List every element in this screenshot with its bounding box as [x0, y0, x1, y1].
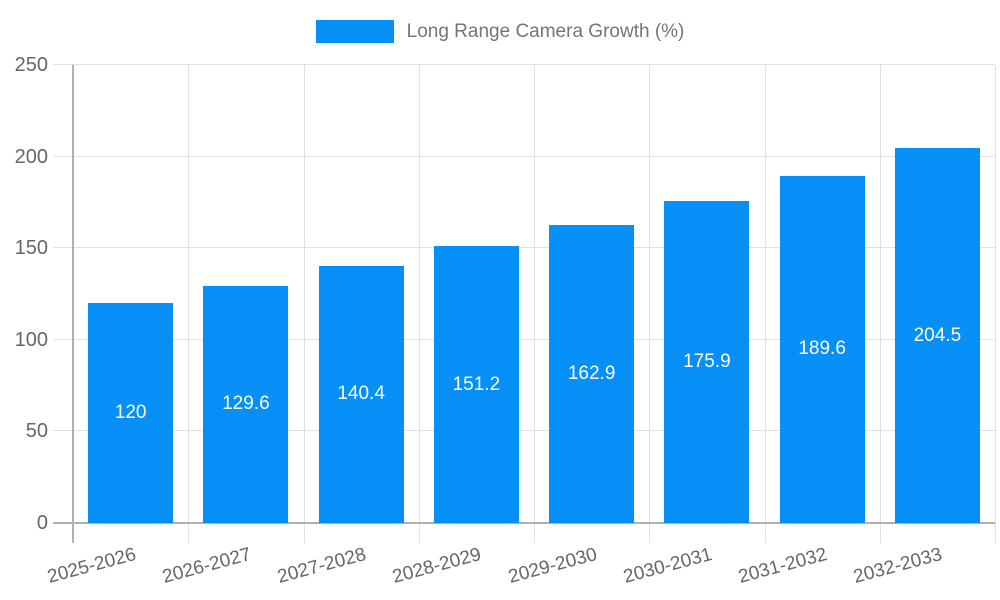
- bar[interactable]: [894, 148, 980, 523]
- y-axis-line: [72, 65, 74, 543]
- y-axis-tick-label: 250: [14, 54, 48, 76]
- bar[interactable]: [549, 224, 635, 523]
- bar[interactable]: [88, 303, 174, 523]
- bar-value-label: 189.6: [798, 338, 846, 360]
- y-axis-tick-label: 0: [36, 512, 48, 534]
- x-gridline: [649, 65, 651, 543]
- legend-swatch: [315, 20, 394, 43]
- x-gridline: [879, 65, 881, 543]
- bar[interactable]: [318, 265, 404, 523]
- bar-value-label: 140.4: [337, 383, 385, 405]
- y-gridline: [53, 64, 995, 65]
- bar-value-label: 175.9: [683, 350, 731, 372]
- bar-value-label: 129.6: [222, 393, 270, 415]
- y-gridline: [53, 430, 995, 432]
- x-gridline: [188, 65, 190, 543]
- y-gridline: [53, 247, 995, 249]
- x-gridline: [418, 65, 420, 543]
- legend[interactable]: Long Range Camera Growth (%): [0, 20, 1000, 43]
- bar-value-label: 162.9: [567, 362, 616, 384]
- bar-value-label: 120: [114, 402, 147, 424]
- legend-label: Long Range Camera Growth (%): [406, 21, 685, 42]
- bar-value-label: 204.5: [913, 324, 962, 346]
- y-axis-tick-label: 100: [14, 328, 48, 351]
- x-gridline: [534, 65, 535, 543]
- bar[interactable]: [433, 246, 519, 523]
- y-axis-tick-label: 200: [14, 145, 48, 168]
- bar-value-label: 151.2: [452, 373, 501, 395]
- y-gridline: [53, 338, 995, 340]
- x-gridline: [764, 65, 766, 543]
- y-gridline: [53, 155, 995, 157]
- x-gridline: [995, 65, 996, 543]
- x-gridline: [303, 65, 305, 543]
- y-axis-tick-label: 50: [25, 420, 48, 443]
- x-axis-line: [53, 522, 995, 524]
- bar[interactable]: [664, 200, 750, 523]
- bar[interactable]: [203, 285, 289, 523]
- bar[interactable]: [779, 175, 865, 523]
- y-axis-tick-label: 150: [14, 237, 48, 260]
